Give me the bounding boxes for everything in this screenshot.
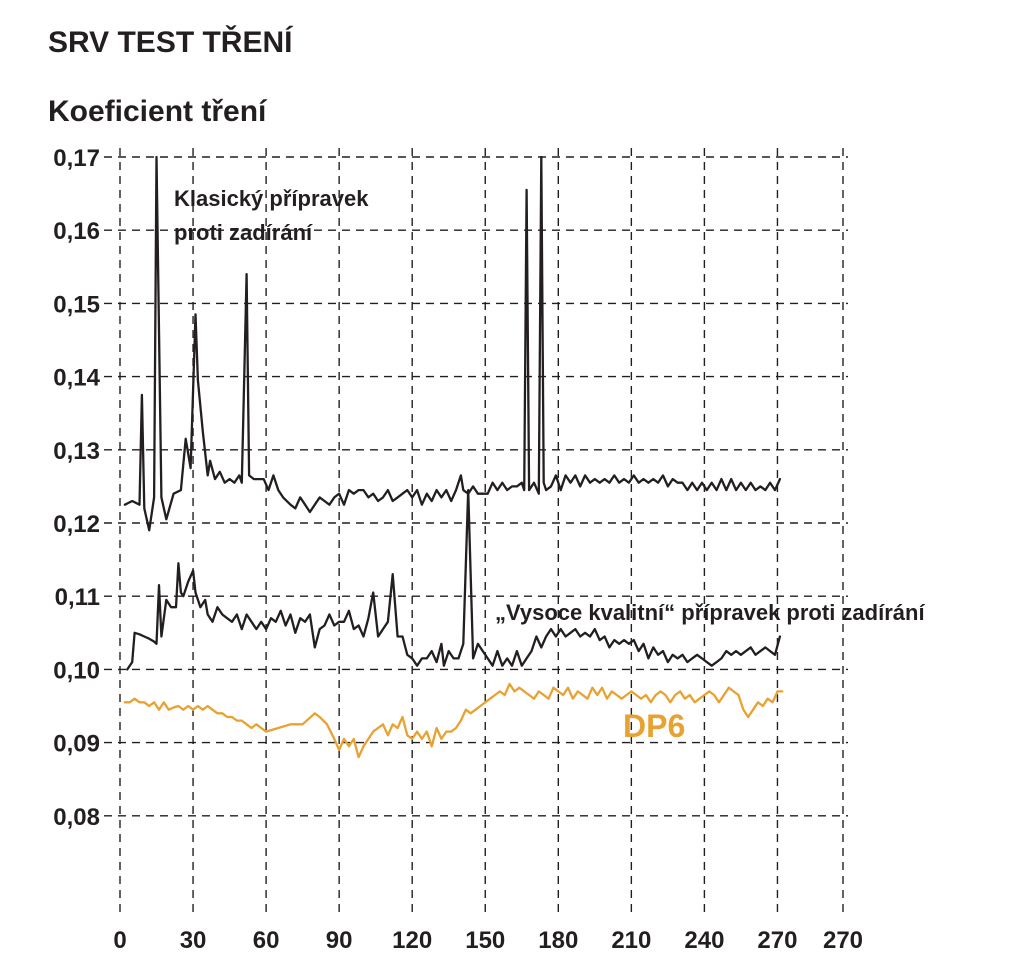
- classic-series-line: [123, 155, 782, 532]
- x-tick-label: 240: [684, 927, 724, 954]
- y-tick-label: 0,08: [53, 804, 100, 831]
- x-tick-label: 120: [392, 927, 432, 954]
- x-tick-label: 180: [538, 927, 578, 954]
- classic-label-line-2: proti zadírání: [174, 220, 313, 245]
- dp6-label: DP6: [623, 708, 685, 744]
- high-quality-series-line: [126, 488, 782, 671]
- y-tick-label: 0,15: [53, 291, 100, 318]
- y-tick-label: 0,10: [53, 657, 100, 684]
- y-axis-ticks: 0,17 0,16 0,15 0,14 0,13 0,12 0,11 0,10 0,09 0,08: [53, 145, 100, 831]
- gridlines: [104, 148, 848, 915]
- x-tick-label: 150: [465, 927, 505, 954]
- y-tick-label: 0,09: [53, 731, 100, 758]
- x-tick-label: 30: [180, 927, 207, 954]
- y-tick-label: 0,11: [55, 584, 100, 611]
- y-axis-label: Koeficient tření: [48, 95, 268, 128]
- x-tick-label: 270: [757, 927, 797, 954]
- high-quality-label: „Vysoce kvalitní“ přípravek proti zadírá…: [495, 600, 925, 625]
- chart-title: SRV TEST TŘENÍ: [48, 25, 293, 59]
- y-tick-label: 0,13: [53, 438, 100, 465]
- classic-label-line-1: Klasický přípravek: [174, 186, 369, 211]
- y-tick-label: 0,16: [53, 218, 100, 245]
- y-tick-label: 0,14: [53, 365, 100, 392]
- dp6-series-line: [123, 682, 784, 759]
- x-axis-ticks: 0 30 60 90 120 150 180 210 240 270 270: [113, 927, 863, 954]
- y-tick-label: 0,12: [53, 511, 100, 538]
- x-tick-label: 90: [326, 927, 353, 954]
- y-tick-label: 0,17: [53, 145, 100, 172]
- x-tick-label: 0: [113, 927, 126, 954]
- x-tick-label: 210: [611, 927, 651, 954]
- x-tick-label: 60: [253, 927, 280, 954]
- x-tick-label: 270: [823, 927, 863, 954]
- series-lines: [123, 155, 784, 759]
